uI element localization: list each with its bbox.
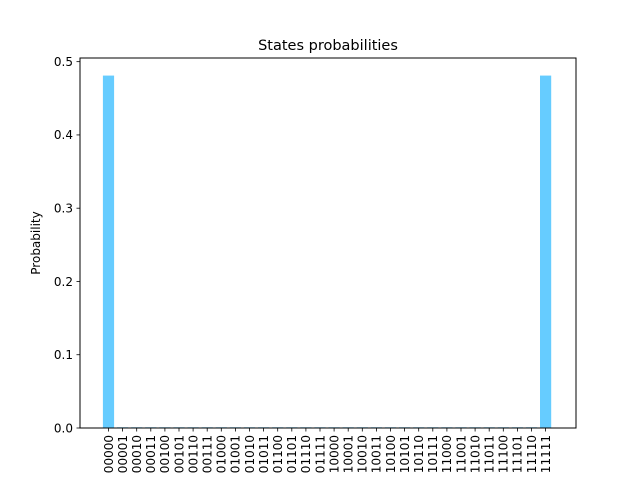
x-tick-label: 10111 bbox=[426, 435, 440, 473]
x-tick-label: 01000 bbox=[215, 435, 229, 473]
x-tick-label: 10010 bbox=[356, 435, 370, 473]
y-tick-label: 0.5 bbox=[54, 55, 73, 69]
x-tick-label: 11001 bbox=[454, 435, 468, 473]
x-tick-label: 10000 bbox=[327, 435, 341, 473]
y-axis-label: Probability bbox=[29, 211, 43, 274]
bar-11111 bbox=[540, 75, 552, 428]
x-tick-label: 10101 bbox=[398, 435, 412, 473]
x-tick-label: 11110 bbox=[525, 435, 539, 473]
x-tick-label: 01110 bbox=[299, 435, 313, 473]
y-tick-label: 0.4 bbox=[54, 128, 73, 142]
x-tick-label: 00011 bbox=[144, 435, 158, 473]
y-tick-label: 0.3 bbox=[54, 201, 73, 215]
x-tick-label: 01111 bbox=[313, 435, 327, 473]
x-tick-label: 00110 bbox=[186, 435, 200, 473]
x-tick-label: 00100 bbox=[158, 435, 172, 473]
x-tick-label: 10001 bbox=[342, 435, 356, 473]
x-tick-label: 11111 bbox=[539, 435, 553, 473]
x-tick-label: 11100 bbox=[497, 435, 511, 473]
x-tick-label: 01100 bbox=[271, 435, 285, 473]
x-tick-label: 00001 bbox=[116, 435, 130, 473]
x-tick-label: 10011 bbox=[370, 435, 384, 473]
x-axis-ticks: 00000 00001 00010 00011 00100 00101 00110 00111… bbox=[102, 428, 553, 473]
x-tick-label: 10110 bbox=[412, 435, 426, 473]
bar-00000 bbox=[102, 75, 115, 428]
y-tick-label: 0.0 bbox=[54, 421, 73, 435]
y-tick-label: 0.1 bbox=[54, 348, 73, 362]
y-axis-ticks: 0.0 0.1 0.2 0.3 0.4 0.5 bbox=[54, 55, 80, 435]
x-tick-label: 00010 bbox=[130, 435, 144, 473]
x-tick-label: 11011 bbox=[483, 435, 497, 473]
x-tick-label: 01011 bbox=[257, 435, 271, 473]
plot-frame bbox=[79, 57, 577, 429]
x-tick-label: 00000 bbox=[102, 435, 116, 473]
x-tick-label: 01101 bbox=[285, 435, 299, 473]
x-tick-label: 00111 bbox=[201, 435, 215, 473]
bars-group bbox=[102, 75, 552, 428]
chart-title: States probabilities bbox=[258, 38, 398, 54]
x-tick-label: 01010 bbox=[243, 435, 257, 473]
y-tick-label: 0.2 bbox=[54, 275, 73, 289]
x-tick-label: 11010 bbox=[468, 435, 482, 473]
x-tick-label: 11101 bbox=[511, 435, 525, 473]
x-tick-label: 11000 bbox=[440, 435, 454, 473]
x-tick-label: 00101 bbox=[172, 435, 186, 473]
x-tick-label: 01001 bbox=[229, 435, 243, 473]
x-tick-label: 10100 bbox=[384, 435, 398, 473]
